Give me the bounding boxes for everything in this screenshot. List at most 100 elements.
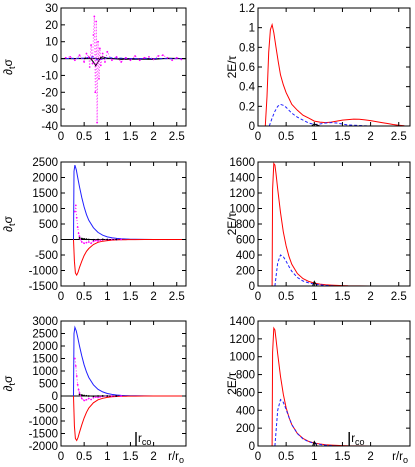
chart-panel-6: 0 200 400 600 800 1000 1200 1400 0 0.5 1 1.5 2 r/ro 2E… (225, 316, 411, 465)
y-tick-label: 1000 (229, 204, 255, 216)
x-tick-label: 2 (367, 131, 373, 143)
series-3 (312, 280, 318, 286)
series-1 (271, 326, 410, 446)
y-tick-label: -10 (41, 70, 58, 82)
plot-frame (60, 320, 187, 447)
x-tick-label: 0 (255, 131, 261, 143)
data-point (115, 395, 118, 397)
y-axis-label: 2E/τ (225, 55, 239, 78)
y-tick-label: 1400 (229, 173, 255, 185)
x-tick-label: 0.5 (278, 291, 294, 303)
x-tick-label: 0 (255, 291, 261, 303)
x-tick-label: 0 (255, 451, 261, 463)
chart-panel-2: 0 0.2 0.4 0.6 0.8 1 1.2 0 0.5 1 1.5 2 2.5 2E/τ (225, 3, 411, 143)
data-point (79, 238, 82, 241)
x-tick-label: 0 (58, 131, 64, 143)
series-3 (64, 15, 183, 124)
data-point (76, 383, 79, 386)
data-point (80, 397, 83, 400)
y-axis-label: ∂tσ (1, 58, 17, 74)
x-tick-label: 0.5 (76, 291, 92, 303)
plot-frame (60, 7, 187, 127)
y-tick-label: 0 (52, 391, 58, 403)
x-axis-label: r/ro (168, 451, 184, 465)
series-1 (73, 164, 186, 240)
series-line (79, 394, 117, 397)
y-tick-label: 800 (236, 219, 255, 231)
y-tick-label: 0.4 (239, 82, 256, 94)
data-point (75, 375, 78, 377)
plot-frame (257, 320, 411, 447)
x-tick-label: 2 (150, 291, 156, 303)
data-point (101, 238, 104, 241)
y-tick-label: 1600 (229, 157, 255, 169)
data-point (98, 77, 100, 80)
data-point (76, 226, 79, 229)
series-line (73, 325, 186, 397)
y-tick-label: 3000 (32, 316, 58, 328)
y-tick-label: 0.6 (239, 62, 255, 74)
data-point (175, 56, 178, 59)
x-tick-label: 1.5 (122, 451, 138, 463)
y-tick-label: -1000 (29, 416, 58, 428)
series-line (65, 16, 182, 123)
data-point (115, 238, 118, 241)
series-1 (61, 56, 186, 67)
y-tick-label: -2000 (29, 441, 58, 453)
series-line (73, 395, 186, 442)
data-point (87, 55, 90, 58)
y-tick-label: 800 (236, 370, 255, 382)
series-2 (268, 103, 371, 126)
series-line (268, 103, 371, 126)
y-tick-label: 0 (52, 54, 58, 66)
x-tick-label: 2.5 (169, 291, 185, 303)
series-2 (73, 239, 186, 277)
x-tick-label: 2.5 (391, 291, 407, 303)
x-tick-label: 1 (311, 131, 317, 143)
y-tick-label: 1.2 (239, 3, 255, 15)
y-tick-label: 0.2 (239, 101, 255, 113)
data-point (120, 395, 123, 397)
data-point (90, 44, 92, 46)
y-tick-label: 1 (249, 23, 255, 35)
y-tick-label: 0 (249, 121, 255, 133)
data-point (91, 62, 94, 65)
y-tick-label: 0.8 (239, 42, 255, 54)
data-point (78, 54, 81, 57)
data-point (83, 394, 86, 397)
series-line (274, 398, 337, 446)
y-tick-label: -1500 (29, 281, 58, 293)
data-point (80, 241, 83, 243)
x-tick-label: 2 (150, 131, 156, 143)
y-tick-label: 10 (45, 37, 58, 49)
y-tick-label: -1000 (29, 266, 58, 278)
data-point (95, 20, 98, 23)
data-point (111, 59, 113, 62)
y-tick-label: 2000 (32, 341, 58, 353)
x-tick-label: 0.5 (76, 131, 92, 143)
series-line (274, 254, 337, 286)
series-4 (78, 237, 118, 241)
y-tick-label: 500 (39, 379, 58, 391)
data-point (98, 47, 101, 50)
series-2 (61, 56, 186, 61)
y-tick-label: -1500 (29, 429, 58, 441)
series-line (73, 164, 186, 240)
y-tick-label: 0 (249, 441, 255, 453)
y-tick-label: 1000 (32, 204, 58, 216)
y-tick-label: 1500 (32, 188, 58, 200)
series-line (312, 440, 318, 446)
chart-panel-4: 0 200 400 600 800 1000 1200 1400 1600 0 0.5 1 1.5 2 2.… (225, 157, 411, 303)
chart-panel-1: -40 -30 -20 -10 0 10 20 30 0 0.5 1 1.5 2 2.5 ∂tσ (1, 3, 187, 143)
x-tick-label: 2.5 (391, 131, 407, 143)
y-axis-label: 2E/τ (225, 372, 239, 395)
series-2 (274, 398, 337, 446)
data-point (80, 394, 83, 396)
x-tick-label: 1.5 (122, 291, 138, 303)
data-point (92, 238, 95, 241)
y-tick-label: 200 (236, 266, 255, 278)
x-tick-label: 1 (104, 291, 110, 303)
x-tick-label: 0.5 (278, 131, 294, 143)
plot-frame (257, 161, 411, 287)
